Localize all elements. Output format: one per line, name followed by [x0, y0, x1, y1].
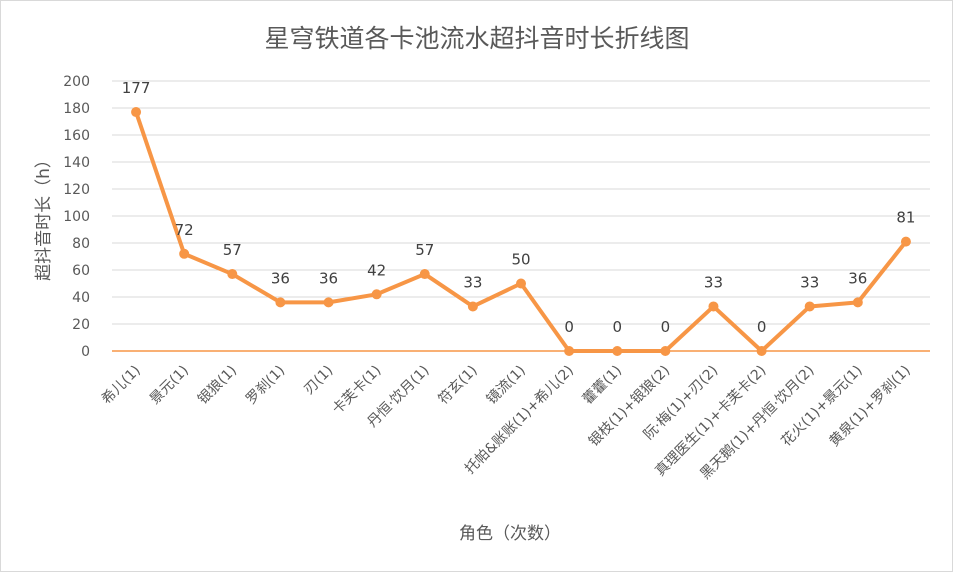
data-label: 36: [271, 269, 290, 287]
x-tick-label: 景元(1): [147, 363, 192, 408]
data-point: [419, 269, 430, 280]
data-point: [900, 236, 911, 247]
data-point: [323, 297, 334, 308]
data-point: [564, 346, 575, 356]
data-label: 36: [848, 269, 867, 287]
data-point: [275, 297, 286, 308]
x-tick-label: 花火(1)+景元(1): [778, 363, 865, 450]
data-point: [708, 301, 719, 312]
x-tick-label: 罗刹(1): [243, 363, 288, 408]
y-tick-label: 40: [72, 290, 90, 306]
data-point: [612, 346, 623, 356]
x-tick-label: 希儿(1): [99, 363, 144, 408]
data-label: 0: [757, 318, 767, 336]
x-tick-label: 刃(1): [301, 363, 336, 398]
y-tick-label: 80: [72, 236, 90, 252]
data-point: [756, 346, 767, 356]
x-tick-label: 银枝(1)+银狼(2): [586, 363, 673, 450]
data-label: 57: [223, 241, 242, 259]
series-line: [131, 107, 911, 356]
data-label: 57: [415, 241, 434, 259]
data-label: 33: [463, 273, 482, 291]
data-label: 42: [367, 261, 386, 279]
x-tick-label: 黄泉(1)+罗刹(1): [826, 362, 914, 450]
y-tick-label: 180: [63, 101, 90, 117]
data-point: [852, 297, 863, 308]
x-tick-label: 藿藿(1): [580, 363, 625, 408]
data-point: [660, 346, 671, 356]
x-axis-ticks: 希儿(1) 景元(1) 银狼(1) 罗刹(1) 刃(1)卡芙卡(1)丹恒·饮月(1) 符玄…: [99, 362, 914, 483]
chart-title: 星穹铁道各卡池流水超抖音时长折线图: [264, 24, 689, 53]
data-label: 33: [800, 273, 819, 291]
y-axis-title: 超抖音时长（h）: [34, 151, 54, 281]
x-tick-label: 符玄(1): [435, 362, 481, 408]
data-point: [179, 248, 190, 259]
gridlines: [112, 80, 930, 352]
data-point: [131, 107, 142, 118]
y-tick-label: 100: [63, 209, 90, 225]
data-point: [467, 301, 478, 312]
data-point: [516, 278, 526, 289]
data-point: [804, 301, 815, 312]
data-point: [227, 269, 238, 280]
y-tick-label: 200: [63, 74, 90, 90]
x-axis-title: 角色（次数）: [459, 524, 561, 544]
data-label: 0: [661, 318, 671, 336]
data-label: 72: [175, 221, 194, 239]
y-tick-label: 60: [72, 263, 90, 279]
data-label: 81: [896, 209, 915, 227]
y-tick-label: 120: [63, 182, 90, 198]
y-tick-label: 20: [72, 317, 90, 333]
y-axis-ticks: 0 20 40 60 80 100 120 140 160 180 200: [63, 74, 90, 360]
series-polyline: [134, 110, 908, 353]
data-label: 33: [704, 273, 723, 291]
data-label: 0: [564, 318, 574, 336]
data-label: 36: [319, 269, 338, 287]
y-tick-label: 0: [81, 344, 90, 360]
data-labels: 177 72 57 36 36 42 57 33 50 0 0 0 33 0 33 36 81: [122, 79, 916, 336]
y-tick-label: 140: [63, 155, 90, 171]
data-point: [371, 289, 382, 300]
data-label: 177: [122, 79, 151, 97]
y-tick-label: 160: [63, 128, 90, 144]
x-tick-label: 银狼(1): [195, 363, 240, 408]
x-tick-label: 镜流(1): [484, 363, 529, 408]
data-label: 50: [511, 251, 530, 269]
data-label: 0: [612, 318, 622, 336]
